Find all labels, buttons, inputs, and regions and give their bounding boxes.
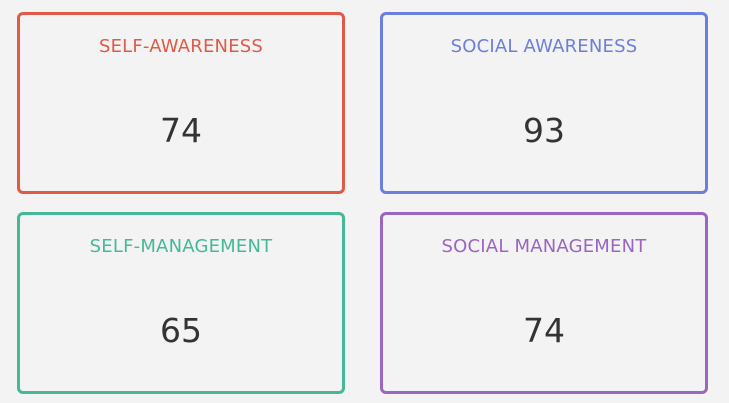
card-social-management: SOCIAL MANAGEMENT 74 — [380, 212, 708, 394]
card-title: SELF-MANAGEMENT — [89, 236, 273, 257]
card-score: 93 — [523, 111, 565, 150]
card-score: 65 — [160, 311, 202, 350]
card-title: SOCIAL MANAGEMENT — [441, 236, 647, 257]
card-title: SOCIAL AWARENESS — [450, 36, 638, 57]
card-title: SELF-AWARENESS — [98, 36, 264, 57]
card-social-awareness: SOCIAL AWARENESS 93 — [380, 12, 708, 194]
card-score: 74 — [160, 111, 202, 150]
card-score: 74 — [523, 311, 565, 350]
card-self-awareness: SELF-AWARENESS 74 — [17, 12, 345, 194]
card-self-management: SELF-MANAGEMENT 65 — [17, 212, 345, 394]
